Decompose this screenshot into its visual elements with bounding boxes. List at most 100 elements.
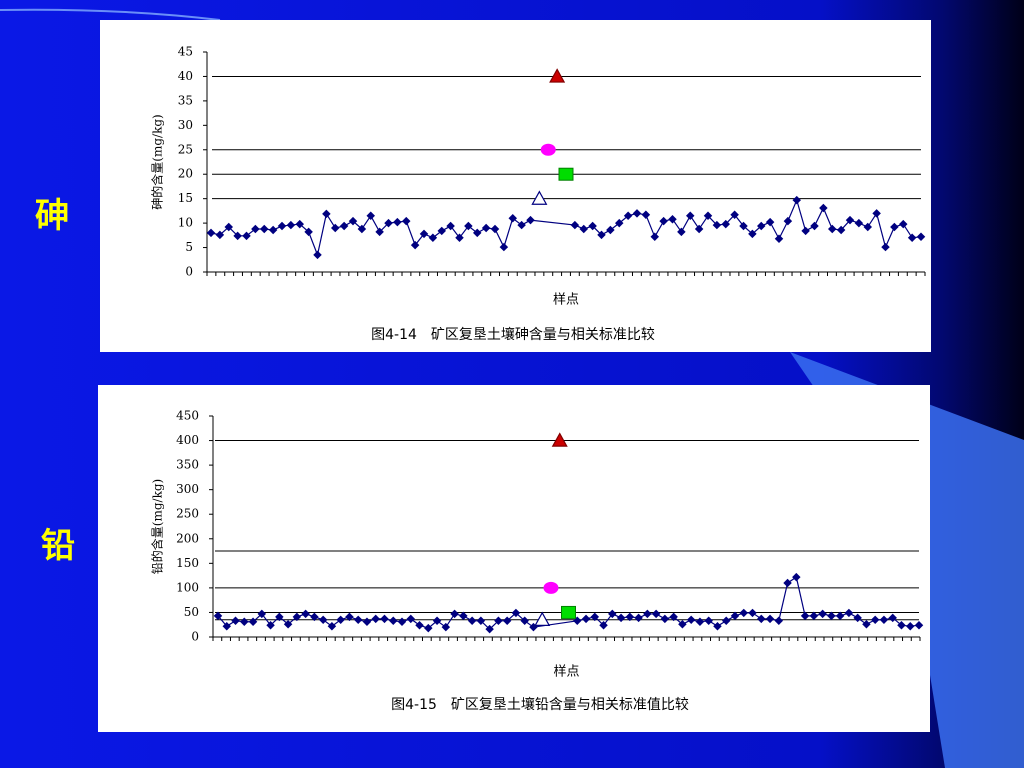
data-point	[251, 224, 260, 234]
data-point	[686, 615, 696, 625]
data-point	[792, 572, 801, 582]
data-point	[511, 608, 521, 618]
y-tick-label: 200	[176, 531, 199, 545]
chart-panel	[100, 20, 931, 352]
data-point	[494, 616, 503, 626]
data-point	[348, 216, 358, 226]
data-point	[464, 221, 473, 231]
data-point	[432, 616, 442, 626]
chart-caption: 图4-14 矿区复垦土壤砷含量与相关标准比较	[371, 326, 655, 343]
chart-caption: 图4-15 矿区复垦土壤铅含量与相关标准值比较	[391, 696, 689, 713]
data-point	[410, 240, 420, 250]
data-point	[446, 221, 455, 231]
data-point	[783, 578, 792, 588]
data-point	[292, 612, 302, 622]
data-point	[678, 619, 687, 629]
y-tick-label: 0	[191, 630, 199, 644]
y-axis-label: 铅的含量(mg/kg)	[150, 479, 165, 574]
data-point	[774, 616, 784, 626]
data-point	[406, 614, 416, 624]
data-point	[818, 609, 827, 619]
data-point	[800, 611, 810, 621]
data-point	[366, 211, 375, 221]
data-point	[905, 621, 915, 631]
decor-streak	[790, 352, 1024, 768]
data-point	[669, 612, 678, 622]
data-point	[660, 614, 670, 624]
data-point	[914, 620, 924, 630]
data-point	[485, 624, 494, 634]
data-point	[275, 612, 284, 622]
data-point	[625, 612, 635, 622]
y-tick-label: 45	[178, 45, 193, 59]
x-axis-label: 样点	[553, 293, 579, 308]
standard-marker	[549, 68, 566, 83]
data-point	[327, 621, 337, 631]
data-point	[643, 609, 652, 619]
data-point	[481, 223, 491, 233]
data-point	[233, 231, 242, 241]
standard-marker	[534, 611, 551, 627]
standard-marker	[531, 190, 548, 205]
data-point	[713, 621, 722, 631]
data-point	[313, 250, 322, 260]
data-point	[748, 608, 757, 618]
y-tick-label: 0	[185, 265, 193, 279]
standard-marker	[561, 605, 576, 619]
data-point	[651, 609, 661, 619]
y-tick-label: 250	[176, 507, 199, 521]
data-point	[345, 612, 354, 622]
decor-curve	[0, 8, 221, 21]
data-point	[336, 615, 345, 625]
data-point	[331, 223, 340, 233]
data-point	[224, 222, 233, 232]
data-point	[310, 612, 319, 622]
data-point	[879, 615, 889, 625]
chart-panel	[98, 385, 930, 732]
data-point	[393, 217, 402, 227]
y-tick-label: 400	[176, 433, 199, 447]
data-point	[502, 616, 512, 626]
x-tick-marks	[206, 272, 926, 276]
y-tick-label: 150	[176, 556, 199, 570]
data-point	[257, 609, 267, 619]
data-point	[459, 611, 468, 621]
data-point	[301, 609, 310, 619]
data-point	[827, 611, 836, 621]
data-point	[397, 617, 407, 627]
data-point	[339, 221, 349, 231]
data-point	[608, 609, 617, 619]
data-point	[704, 616, 713, 626]
data-point	[853, 613, 862, 623]
y-tick-label: 20	[178, 167, 193, 181]
data-point	[384, 218, 393, 228]
standard-marker	[543, 581, 559, 594]
y-tick-label: 300	[176, 482, 199, 496]
side-label: 砷	[35, 196, 69, 236]
data-point	[476, 616, 486, 626]
data-point	[357, 224, 367, 234]
data-point	[862, 619, 871, 629]
data-point	[428, 233, 438, 243]
data-point	[616, 613, 626, 623]
y-tick-label: 100	[176, 580, 199, 594]
data-point	[415, 620, 424, 630]
data-point	[318, 615, 328, 625]
standard-marker	[540, 143, 556, 156]
y-tick-label: 25	[178, 142, 193, 156]
data-point	[721, 616, 731, 626]
data-point	[206, 228, 216, 238]
data-point	[888, 613, 897, 623]
data-point	[242, 231, 251, 241]
data-point	[215, 230, 225, 240]
data-point	[499, 242, 509, 252]
data-point	[835, 611, 845, 621]
data-point	[304, 227, 313, 237]
data-point	[473, 228, 482, 238]
y-tick-label: 350	[176, 458, 199, 472]
data-point	[419, 229, 429, 239]
standard-marker	[558, 167, 574, 181]
y-tick-label: 35	[178, 93, 193, 107]
